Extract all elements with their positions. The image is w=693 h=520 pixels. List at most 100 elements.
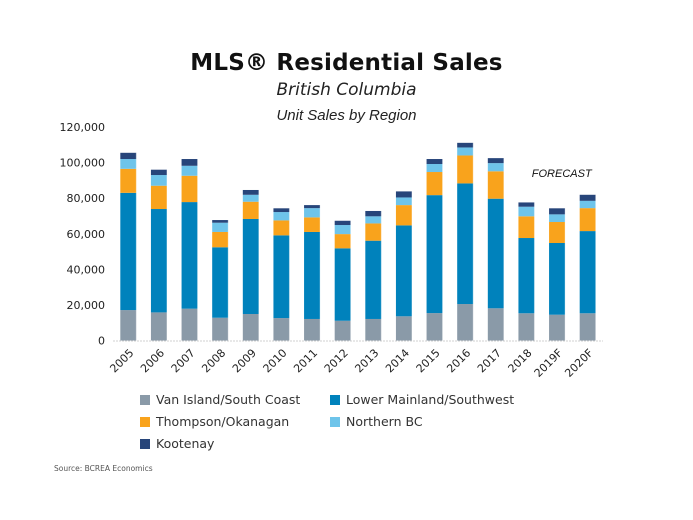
- bar-segment-kootenay: [334, 220, 351, 226]
- bar-edge-highlight: [288, 208, 291, 341]
- bar-segment-northern-bc: [487, 163, 504, 172]
- bar-segment-kootenay: [273, 208, 290, 213]
- bar-segment-northern-bc: [120, 159, 137, 169]
- legend-label: Northern BC: [346, 414, 423, 429]
- bar-edge-highlight: [564, 208, 567, 341]
- x-tick-label: 2012: [322, 346, 351, 375]
- bar-segment-van-island-south-coast: [518, 313, 535, 341]
- bar-edge-highlight: [258, 189, 260, 341]
- bar-segment-kootenay: [304, 205, 321, 209]
- bar-segment-lower-mainland-southwest: [549, 243, 566, 315]
- legend-item: Kootenay: [140, 436, 214, 451]
- bar-segment-thompson-okanagan: [242, 201, 259, 219]
- legend-swatch: [140, 394, 150, 405]
- annotations: FORECAST: [532, 168, 593, 180]
- bar-stack-2010: [273, 208, 291, 341]
- bar-stack-2017: [487, 158, 505, 341]
- bar-segment-kootenay: [426, 159, 443, 165]
- bar-segment-van-island-south-coast: [212, 317, 229, 341]
- bar-segment-thompson-okanagan: [181, 175, 198, 203]
- bar-stack-2007: [181, 159, 199, 341]
- bar-segment-lower-mainland-southwest: [426, 195, 443, 314]
- bar-segment-van-island-south-coast: [457, 304, 474, 341]
- x-tick-label: 2013: [352, 346, 381, 375]
- bar-segment-lower-mainland-southwest: [487, 198, 504, 309]
- bar-segment-thompson-okanagan: [365, 223, 382, 241]
- legend-item: Thompson/Okanagan: [140, 414, 289, 429]
- bar-segment-thompson-okanagan: [120, 168, 137, 193]
- stacked-bar-chart: 020,00040,00060,00080,000100,000120,000 …: [60, 121, 603, 380]
- legend-item: Van Island/South Coast: [140, 392, 300, 407]
- bar-stack-2005: [120, 152, 138, 341]
- bar-segment-northern-bc: [304, 208, 321, 218]
- bar-segment-lower-mainland-southwest: [304, 231, 321, 319]
- bar-segment-kootenay: [120, 152, 137, 160]
- bar-segment-van-island-south-coast: [395, 316, 412, 341]
- legend-swatch: [140, 438, 150, 449]
- bar-stack-2013: [365, 210, 383, 341]
- bar-edge-highlight: [442, 159, 444, 341]
- legend-swatch: [330, 394, 340, 405]
- bar-segment-lower-mainland-southwest: [120, 192, 137, 311]
- bar-segment-northern-bc: [518, 206, 535, 217]
- bar-segment-kootenay: [579, 194, 596, 201]
- x-tick-label: 2005: [107, 346, 136, 375]
- x-tick-label: 2010: [261, 346, 290, 375]
- bar-segment-lower-mainland-southwest: [579, 231, 596, 314]
- bar-segment-thompson-okanagan: [395, 205, 412, 226]
- y-tick-label: 40,000: [67, 263, 106, 276]
- bar-segment-lower-mainland-southwest: [457, 183, 474, 305]
- bar-segment-van-island-south-coast: [150, 312, 167, 341]
- legend-swatch: [330, 416, 340, 427]
- bar-segment-northern-bc: [334, 225, 351, 235]
- bar-stack-2006: [150, 169, 168, 341]
- legend-label: Van Island/South Coast: [156, 392, 301, 407]
- bar-segment-lower-mainland-southwest: [518, 238, 535, 314]
- bar-edge-highlight: [472, 142, 475, 341]
- legend-item: Lower Mainland/Southwest: [330, 392, 514, 407]
- x-tick-label: 2017: [475, 346, 504, 375]
- bar-segment-thompson-okanagan: [426, 172, 443, 196]
- x-axis: 2005 2006 2007 2008 2009 2010 2011 2012 2013 2014…: [107, 346, 595, 379]
- bar-segment-kootenay: [395, 191, 412, 198]
- bar-segment-northern-bc: [150, 175, 167, 186]
- bar-segment-kootenay: [181, 159, 198, 166]
- bar-segment-thompson-okanagan: [273, 220, 290, 236]
- bar-edge-highlight: [380, 210, 383, 341]
- bar-segment-lower-mainland-southwest: [212, 247, 229, 318]
- y-tick-label: 120,000: [60, 121, 106, 134]
- bar-segment-thompson-okanagan: [304, 217, 321, 232]
- bar-segment-van-island-south-coast: [579, 313, 596, 341]
- bar-segment-lower-mainland-southwest: [395, 225, 412, 317]
- bar-segment-van-island-south-coast: [273, 318, 290, 341]
- bar-segment-kootenay: [549, 208, 566, 215]
- bar-segment-thompson-okanagan: [150, 185, 167, 210]
- bar-edge-highlight: [197, 159, 199, 341]
- bar-stack-2014: [395, 191, 413, 341]
- bar-segment-van-island-south-coast: [304, 318, 321, 341]
- bar-edge-highlight: [135, 152, 138, 341]
- bar-segment-kootenay: [487, 158, 504, 164]
- legend-label: Thompson/Okanagan: [156, 414, 290, 429]
- legend-swatch: [140, 416, 150, 427]
- y-tick-label: 60,000: [67, 228, 106, 241]
- bar-segment-van-island-south-coast: [487, 308, 504, 341]
- legend-label: Kootenay: [156, 436, 215, 451]
- bar-segment-lower-mainland-southwest: [150, 209, 167, 313]
- bar-segment-northern-bc: [457, 147, 474, 156]
- x-tick-label: 2016: [444, 346, 473, 375]
- bar-segment-lower-mainland-southwest: [242, 218, 259, 314]
- bar-segment-northern-bc: [365, 216, 382, 224]
- bar-edge-highlight: [319, 205, 322, 341]
- x-tick-label: 2014: [383, 346, 412, 375]
- bar-segment-kootenay: [518, 202, 535, 207]
- x-tick-label: 2007: [169, 346, 198, 375]
- bar-segment-thompson-okanagan: [518, 216, 535, 239]
- bar-segment-kootenay: [242, 189, 259, 195]
- x-tick-label: 2008: [199, 346, 228, 375]
- x-tick-label: 2009: [230, 346, 259, 375]
- bar-segment-kootenay: [212, 220, 229, 223]
- legend-label: Lower Mainland/Southwest: [346, 392, 515, 407]
- bar-stack-2018: [518, 202, 536, 341]
- forecast-annotation: FORECAST: [532, 168, 593, 180]
